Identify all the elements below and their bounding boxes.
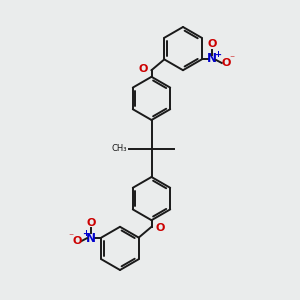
Text: +: + [214,50,221,58]
Text: ⁻: ⁻ [230,54,235,64]
Text: N: N [86,232,96,245]
Text: CH₃: CH₃ [111,144,127,153]
Text: ⁻: ⁻ [68,232,74,243]
Text: O: O [221,58,231,68]
Text: N: N [207,52,217,65]
Text: O: O [208,39,217,50]
Text: O: O [86,218,95,228]
Text: O: O [72,236,82,246]
Text: +: + [82,229,89,238]
Text: O: O [155,223,164,233]
Text: O: O [139,64,148,74]
